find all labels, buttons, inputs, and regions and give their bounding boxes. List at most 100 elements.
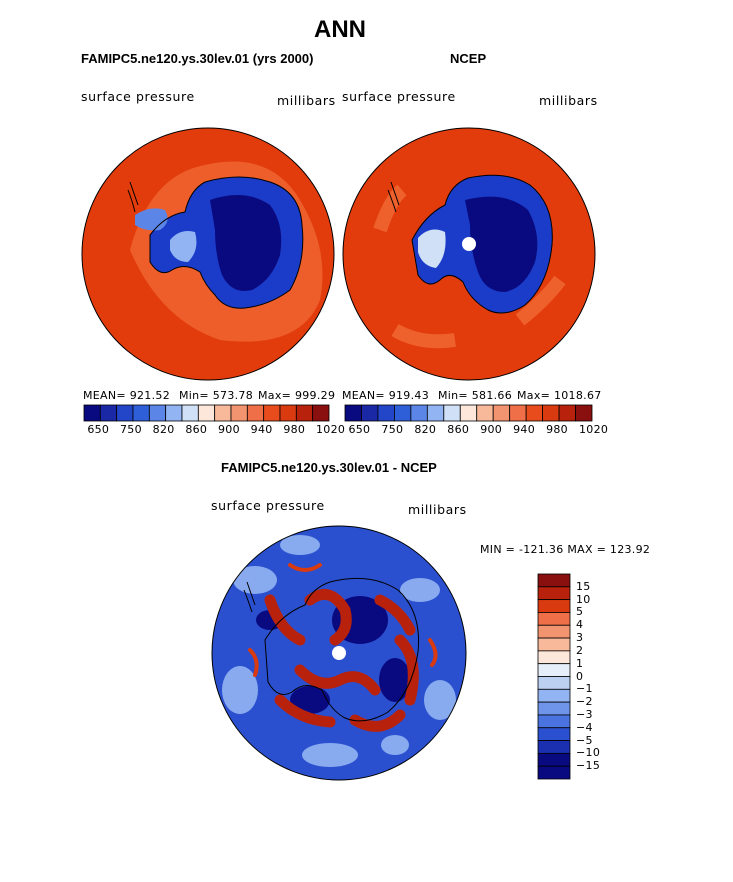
colorbar-swatch — [492, 404, 511, 422]
colorbar-swatch — [537, 740, 571, 754]
colorbar-tick-label: −10 — [576, 746, 601, 760]
colorbar-swatch — [83, 404, 101, 422]
colorbar-swatch — [459, 404, 478, 422]
colorbar-swatch — [263, 404, 281, 422]
colorbar-swatch — [165, 404, 183, 422]
colorbar-swatch — [443, 404, 461, 422]
left-mean: MEAN= 921.52 — [83, 389, 170, 402]
colorbar-swatch — [537, 599, 571, 613]
diff-units-label: millibars — [408, 502, 467, 517]
colorbar-tick-label: 860 — [447, 423, 470, 436]
colorbar-swatch — [537, 637, 571, 652]
colorbar-swatch — [537, 573, 571, 588]
colorbar-swatch — [410, 404, 428, 422]
diff-map-border — [211, 525, 467, 781]
colorbar-swatch — [426, 404, 445, 422]
colorbar-tick-label: −3 — [576, 707, 593, 721]
colorbar-tick-label: 1020 — [579, 423, 609, 436]
colorbar-tick-label: 3 — [576, 631, 584, 645]
colorbar-swatch — [197, 404, 216, 422]
diff-polar-map — [212, 526, 466, 780]
colorbar-swatch — [230, 404, 248, 422]
diff-variable-label: surface pressure — [211, 498, 325, 513]
right-polar-map — [343, 128, 595, 380]
colorbar-tick-label: −15 — [576, 759, 601, 773]
colorbar-swatch — [279, 404, 297, 422]
left-polar-map — [82, 128, 334, 380]
colorbar-swatch — [537, 663, 571, 677]
colorbar-swatch — [246, 404, 265, 422]
right-min: Min= 581.66 — [438, 389, 513, 402]
diff-minmax: MIN = -121.36 MAX = 123.92 — [480, 543, 651, 556]
colorbar-tick-label: 1 — [576, 656, 584, 670]
colorbar-tick-label: 15 — [576, 579, 591, 593]
colorbar-tick-label: 750 — [120, 423, 142, 436]
left-map-border — [81, 127, 335, 381]
colorbar-swatch — [344, 404, 362, 422]
colorbar-tick-label: 940 — [250, 423, 273, 436]
colorbar-swatch — [116, 404, 134, 422]
colorbar-tick-label: 940 — [513, 423, 536, 436]
colorbar-tick-label: 10 — [576, 592, 591, 606]
colorbar-tick-label: 0 — [576, 669, 584, 683]
colorbar-swatch — [537, 765, 571, 780]
colorbar-swatch — [312, 404, 330, 422]
colorbar-swatch — [537, 676, 571, 690]
colorbar-swatch — [537, 701, 571, 716]
colorbar-tick-label: 980 — [546, 423, 568, 436]
colorbar-swatch — [181, 404, 199, 422]
colorbar-tick-label: −4 — [576, 720, 593, 734]
antarctica-land — [264, 577, 420, 722]
colorbar-swatch — [377, 404, 395, 422]
right-mean: MEAN= 919.43 — [342, 389, 429, 402]
colorbar-swatch — [361, 404, 379, 422]
left-colorbar — [83, 404, 330, 422]
colorbar-tick-label: −2 — [576, 695, 593, 709]
colorbar-swatch — [132, 404, 150, 422]
diff-title: FAMIPC5.ne120.ys.30lev.01 - NCEP — [221, 460, 437, 475]
colorbar-tick-label: 900 — [218, 423, 240, 436]
colorbar-swatch — [214, 404, 232, 422]
colorbar-tick-label: 980 — [283, 423, 306, 436]
right-map-border — [342, 127, 596, 381]
left-units-label: millibars — [277, 93, 336, 108]
page-title: ANN — [314, 16, 366, 43]
right-variable-label: surface pressure — [342, 89, 456, 104]
colorbar-swatch — [295, 404, 314, 422]
colorbar-swatch — [575, 404, 593, 422]
colorbar-swatch — [542, 404, 560, 422]
right-units-label: millibars — [539, 93, 598, 108]
colorbar-tick-label: 650 — [348, 423, 371, 436]
colorbar-tick-label: −5 — [576, 733, 593, 747]
colorbar-tick-label: 900 — [480, 423, 503, 436]
left-max: Max= 999.29 — [258, 389, 336, 402]
left-model-label: FAMIPC5.ne120.ys.30lev.01 (yrs 2000) — [81, 51, 314, 66]
right-colorbar — [344, 404, 593, 422]
colorbar-swatch — [537, 650, 571, 665]
right-model-label: NCEP — [450, 51, 487, 66]
colorbar-swatch — [537, 752, 571, 767]
colorbar-swatch — [537, 586, 571, 601]
colorbar-swatch — [558, 404, 576, 422]
colorbar-swatch — [393, 404, 412, 422]
colorbar-tick-label: 2 — [576, 643, 584, 657]
colorbar-swatch — [476, 404, 494, 422]
colorbar-swatch — [537, 714, 571, 729]
colorbar-swatch — [537, 612, 571, 626]
colorbar-tick-label: 860 — [185, 423, 208, 436]
colorbar-swatch — [537, 688, 571, 703]
colorbar-swatch — [537, 624, 571, 639]
colorbar-tick-label: 650 — [87, 423, 110, 436]
colorbar-tick-label: 1020 — [316, 423, 346, 436]
colorbar-swatch — [525, 404, 544, 422]
left-min: Min= 573.78 — [179, 389, 254, 402]
colorbar-tick-label: 4 — [576, 618, 584, 632]
colorbar-tick-label: −1 — [576, 682, 593, 696]
colorbar-tick-label: 820 — [414, 423, 437, 436]
left-variable-label: surface pressure — [81, 89, 195, 104]
right-max: Max= 1018.67 — [517, 389, 602, 402]
colorbar-swatch — [99, 404, 118, 422]
diff-colorbar — [537, 573, 571, 780]
colorbar-swatch — [537, 727, 571, 741]
